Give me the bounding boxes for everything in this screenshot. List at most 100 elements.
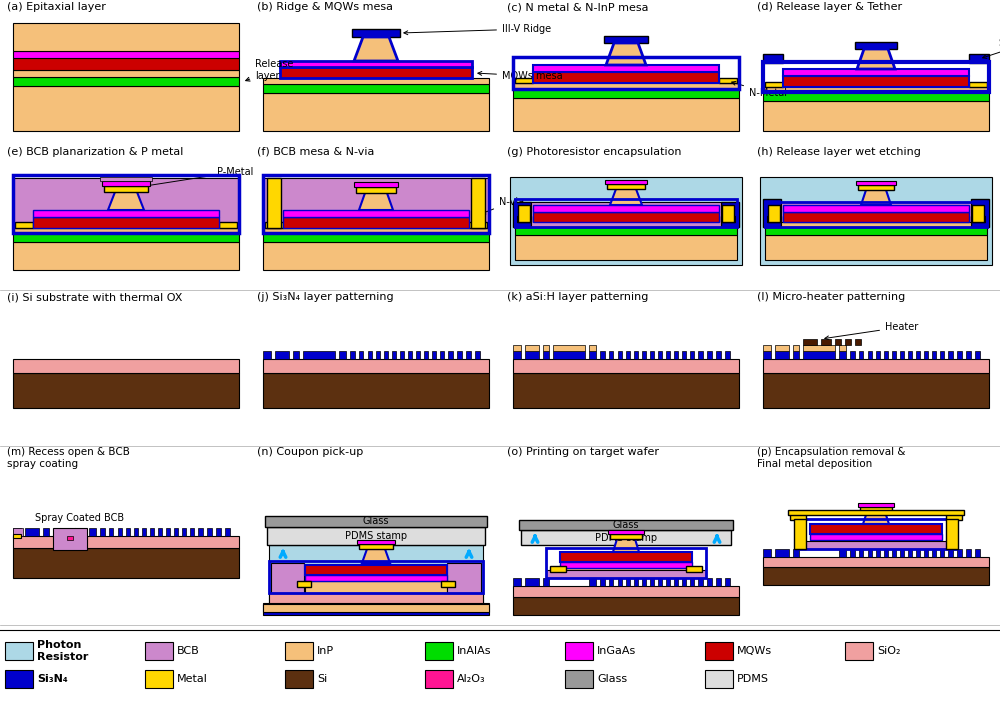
Bar [650,578,654,586]
Text: InAlAs: InAlAs [457,646,492,656]
Bar [190,528,194,536]
Bar [788,510,964,515]
Bar [560,568,692,578]
Bar [790,514,806,520]
Polygon shape [613,539,639,552]
Bar [793,549,799,557]
Bar [263,228,489,233]
Bar [447,563,481,593]
Bar [267,527,485,545]
Text: PDMS stamp: PDMS stamp [595,533,657,543]
Bar [634,351,638,359]
Bar [89,528,96,536]
Bar [263,373,489,408]
Polygon shape [359,193,393,210]
Bar [705,670,733,688]
Bar [265,516,487,527]
Bar [142,528,146,536]
Bar [565,642,593,660]
Bar [690,351,694,359]
Bar [408,351,412,359]
Bar [525,578,539,586]
Bar [339,351,346,359]
Bar [543,578,549,586]
Bar [783,76,969,87]
Bar [850,549,855,557]
Bar [263,175,489,233]
Bar [642,578,646,586]
Bar [892,351,896,359]
Bar [975,351,980,359]
Bar [876,351,880,359]
Bar [763,199,781,227]
Bar [13,175,239,233]
Bar [634,578,638,586]
Bar [356,187,396,193]
Bar [448,351,453,359]
Bar [839,549,846,557]
Text: (g) Photoresistor encapsulation: (g) Photoresistor encapsulation [507,147,682,157]
Bar [560,552,692,562]
Bar [781,222,971,227]
Bar [783,69,969,76]
Bar [283,217,469,228]
Text: (c) N metal & N-InP mesa: (c) N metal & N-InP mesa [507,2,648,12]
Text: Glass: Glass [363,516,389,526]
Bar [416,351,420,359]
Bar [940,549,944,557]
Bar [43,528,49,536]
Bar [763,373,989,408]
Bar [546,548,706,578]
Bar [513,578,521,586]
Bar [13,359,239,373]
Bar [13,77,239,86]
Bar [763,351,771,359]
Bar [859,351,863,359]
Bar [515,227,737,235]
Bar [860,507,892,512]
Bar [517,216,531,222]
Bar [658,578,662,586]
Bar [352,29,400,37]
Bar [722,205,734,222]
Bar [876,549,880,557]
Bar [533,212,719,222]
Bar [513,373,739,408]
Bar [207,528,212,536]
Bar [469,222,487,228]
Bar [269,593,483,603]
Bar [441,581,455,587]
Bar [839,345,846,351]
Bar [368,351,372,359]
Bar [543,345,549,351]
Bar [763,87,989,92]
Bar [432,351,436,359]
Bar [803,351,835,359]
Bar [216,528,221,536]
Bar [763,557,989,567]
Bar [126,528,130,536]
Bar [908,549,912,557]
Bar [392,351,396,359]
Bar [553,351,585,359]
Bar [174,528,178,536]
Bar [916,549,920,557]
Bar [280,67,472,78]
Text: (h) Release layer wet etching: (h) Release layer wet etching [757,147,921,157]
Bar [225,528,230,536]
Text: Al₂O₃: Al₂O₃ [457,674,486,684]
Bar [940,351,944,359]
Bar [457,351,462,359]
Bar [975,549,980,557]
Bar [546,570,706,578]
Polygon shape [606,43,646,65]
Bar [525,351,539,359]
Bar [285,670,313,688]
Bar [513,83,739,89]
Bar [515,235,737,260]
Bar [626,351,630,359]
Bar [775,345,789,351]
Bar [916,351,920,359]
Bar [13,228,239,233]
Text: Heater: Heater [825,322,918,340]
